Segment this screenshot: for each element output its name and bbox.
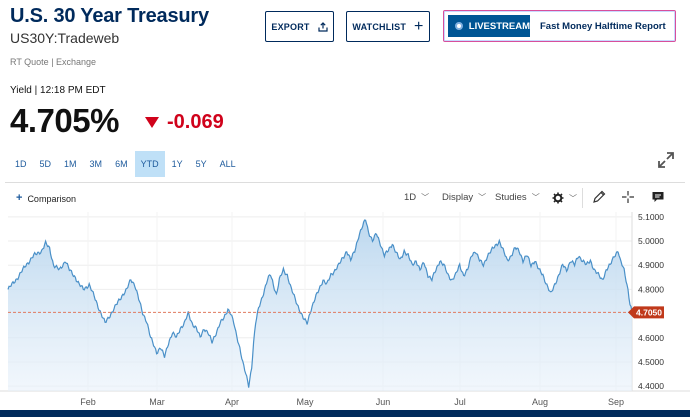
gear-icon [552,192,564,204]
chevron-down-icon: ﹀ [421,193,430,202]
range-selector: 1D 5D 1M 3M 6M YTD 1Y 5Y ALL [9,151,243,177]
x-tick-label: Aug [532,397,548,407]
export-icon [318,21,328,32]
x-axis: Feb Mar Apr May Jun Jul Aug Sep [80,397,624,407]
y-tick-label: 4.8000 [638,284,664,294]
last-value-badge [628,306,664,319]
live-dot-icon [455,22,463,30]
range-1d[interactable]: 1D [15,159,27,169]
expand-icon[interactable] [656,150,676,170]
down-arrow-icon [145,117,159,128]
livestream-label: LIVESTREAM [468,20,530,32]
comparison-button[interactable]: + Comparison [16,192,76,205]
settings-dropdown[interactable]: ﹀ [552,192,577,204]
export-button[interactable]: EXPORT [265,11,334,42]
interval-label: 1D [404,192,417,203]
range-ytd[interactable]: YTD [134,151,165,177]
toolbar-divider [5,182,685,183]
chevron-down-icon: ﹀ [569,193,577,203]
interval-dropdown[interactable]: 1D ﹀ [404,192,429,203]
display-label: Display [442,192,474,203]
range-1m[interactable]: 1M [64,159,77,169]
quote-source: RT Quote | Exchange [10,57,97,67]
range-3m[interactable]: 3M [89,159,103,169]
chevron-down-icon: ﹀ [531,193,540,202]
bottom-bar [0,410,690,417]
livestream-banner[interactable]: LIVESTREAM Fast Money Halftime Report [443,10,676,42]
toolbar-separator [582,188,583,208]
livestream-show-title[interactable]: Fast Money Halftime Report [540,20,666,32]
y-tick-label: 4.5000 [638,357,664,367]
comparison-label: Comparison [27,194,76,204]
comment-icon[interactable] [651,190,665,204]
last-value-marker: 4.7050 [628,306,664,319]
x-tick-label: Mar [149,397,165,407]
range-5y[interactable]: 5Y [195,159,207,169]
plus-icon: + [16,192,23,204]
x-tick-label: Sep [608,397,624,407]
livestream-badge[interactable]: LIVESTREAM [448,15,530,37]
range-6m[interactable]: 6M [115,159,128,169]
yield-chart[interactable]: 5.1000 5.0000 4.9000 4.8000 4.6000 4.5000 4.40… [0,208,690,408]
export-button-label: EXPORT [271,21,310,32]
y-tick-label: 5.0000 [638,236,664,246]
last-value-label: 4.7050 [636,307,662,317]
symbol-label: US30Y:Tradeweb [10,30,120,46]
crosshair-icon[interactable] [621,190,635,204]
range-1y[interactable]: 1Y [171,159,183,169]
price-change: -0.069 [145,111,224,134]
display-dropdown[interactable]: Display ﹀ [442,192,486,203]
studies-label: Studies [495,192,527,203]
x-tick-label: Apr [225,397,239,407]
draw-pencil-icon[interactable] [592,190,606,204]
yield-line [7,219,633,388]
x-tick-label: Feb [80,397,96,407]
watchlist-button[interactable]: WATCHLIST + [346,11,430,42]
plus-icon: + [414,17,424,35]
yield-area [8,220,632,391]
yield-value: 4.705% [10,102,119,139]
watchlist-button-label: WATCHLIST [352,21,407,32]
studies-dropdown[interactable]: Studies ﹀ [495,192,540,203]
x-tick-label: Jun [376,397,391,407]
y-tick-label: 4.4000 [638,381,664,391]
y-tick-label: 4.6000 [638,333,664,343]
x-tick-label: May [296,397,314,407]
x-tick-label: Jul [454,397,466,407]
y-tick-label: 4.9000 [638,260,664,270]
y-axis: 5.1000 5.0000 4.9000 4.8000 4.6000 4.5000 4.40… [638,212,664,391]
change-value: -0.069 [167,111,224,133]
y-tick-label: 5.1000 [638,212,664,222]
range-all[interactable]: ALL [219,159,236,169]
page-title: U.S. 30 Year Treasury [10,5,209,27]
chevron-down-icon: ﹀ [478,193,487,202]
range-5d[interactable]: 5D [39,159,52,169]
yield-label: Yield | 12:18 PM EDT [10,85,106,96]
